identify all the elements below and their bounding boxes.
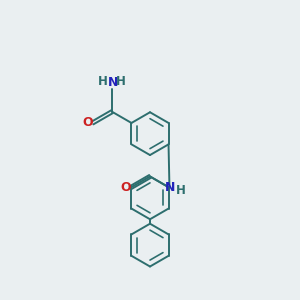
Text: H: H (98, 75, 108, 88)
Text: N: N (165, 181, 176, 194)
Text: O: O (82, 116, 93, 130)
Text: H: H (116, 75, 126, 88)
Text: O: O (120, 181, 131, 194)
Text: H: H (176, 184, 186, 196)
Text: N: N (107, 76, 118, 89)
